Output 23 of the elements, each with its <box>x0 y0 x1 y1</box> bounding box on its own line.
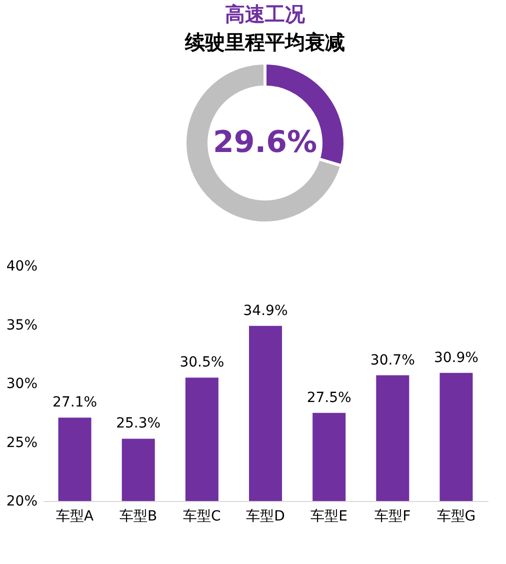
chart-subtitle: 续驶里程平均衰减 <box>184 30 345 54</box>
data-label: 27.5% <box>306 390 352 406</box>
x-tick-label: 车型C <box>183 508 222 524</box>
data-label: 30.7% <box>370 352 415 368</box>
x-tick-label: 车型F <box>374 508 411 524</box>
donut-slice <box>184 62 344 224</box>
y-tick-label: 25% <box>6 434 38 451</box>
x-tick-label: 车型E <box>310 508 348 524</box>
data-label: 25.3% <box>116 416 161 432</box>
data-label: 30.5% <box>180 354 224 371</box>
y-tick-label: 30% <box>6 376 38 392</box>
x-tick-label: 车型G <box>436 508 476 524</box>
chart-title: 高速工况 <box>225 2 306 26</box>
y-tick-label: 20% <box>6 494 38 510</box>
x-tick-label: 车型A <box>56 508 94 524</box>
data-label: 29.6% <box>212 125 318 160</box>
data-label: 34.9% <box>243 302 288 319</box>
x-tick-label: 车型D <box>246 508 285 524</box>
y-tick-label: 35% <box>6 317 38 334</box>
y-tick-label: 40% <box>6 258 38 274</box>
data-label: 30.9% <box>434 350 478 366</box>
x-tick-label: 车型B <box>120 508 158 524</box>
data-label: 27.1% <box>52 394 98 411</box>
